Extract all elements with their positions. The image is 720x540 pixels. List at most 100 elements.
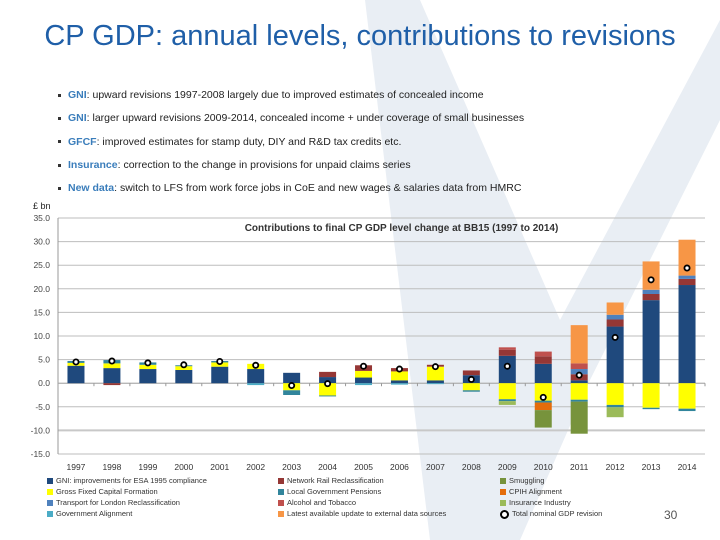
legend-item: Smuggling (500, 475, 602, 486)
bar-segment (139, 364, 157, 370)
bar-segment (462, 383, 480, 391)
x-tick-label: 2009 (498, 462, 517, 472)
legend-swatch (47, 489, 53, 496)
bar-segment (462, 370, 480, 376)
bar-segment (642, 300, 660, 384)
legend-swatch (500, 489, 506, 496)
total-marker (683, 264, 691, 272)
bar-segment (534, 363, 552, 384)
bar-segment (606, 326, 624, 384)
total-marker (252, 361, 260, 369)
bar-segment (426, 380, 444, 384)
bar-segment (498, 349, 516, 356)
bar-segment (498, 383, 516, 400)
bar-segment (211, 366, 229, 384)
y-tick-label: 30.0 (33, 237, 50, 247)
bar-segment (426, 383, 444, 385)
bar-segment (175, 369, 193, 384)
legend-item: Local Government Pensions (278, 486, 446, 497)
bar-segment (283, 390, 301, 395)
bar-segment (247, 383, 265, 386)
bar-segment (534, 410, 552, 428)
x-tick-label: 1999 (138, 462, 157, 472)
bullet-icon (58, 117, 61, 121)
x-tick-label: 2000 (174, 462, 193, 472)
legend-item: CPIH Alignment (500, 486, 602, 497)
x-tick-label: 2006 (390, 462, 409, 472)
total-marker (503, 362, 511, 370)
legend-label: CPIH Alignment (509, 487, 562, 496)
total-marker (72, 358, 80, 366)
legend-item: Network Rail Reclassification (278, 475, 446, 486)
bar-segment (606, 319, 624, 327)
y-tick-label: 35.0 (33, 213, 50, 223)
chart-title: Contributions to final CP GDP level chan… (245, 223, 559, 234)
y-tick-label: 20.0 (33, 284, 50, 294)
y-axis-unit: £ bn (33, 201, 51, 211)
bullet-icon (58, 163, 61, 167)
y-tick-label: 10.0 (33, 331, 50, 341)
bar-segment (534, 356, 552, 364)
bar-segment (498, 399, 516, 402)
bar-segment (390, 380, 408, 384)
bullet-text: : larger upward revisions 2009-2014, con… (86, 112, 525, 125)
bar-segment (462, 390, 480, 392)
legend-label: Government Alignment (56, 509, 133, 518)
y-tick-label: 5.0 (38, 355, 50, 365)
bar-segment (67, 365, 85, 384)
bar-segment (606, 314, 624, 320)
total-marker (180, 361, 188, 369)
bar-segment (498, 347, 516, 350)
bullet-keyword: New data (68, 182, 115, 195)
x-tick-label: 2001 (210, 462, 229, 472)
bar-segment (534, 400, 552, 403)
legend-label: Smuggling (509, 476, 545, 485)
bar-segment (319, 383, 337, 396)
bar-segment (606, 404, 624, 408)
total-marker (647, 276, 655, 284)
bar-segment (247, 369, 265, 384)
bar-segment (534, 351, 552, 357)
bullet-item: GNI: larger upward revisions 2009-2014, … (58, 111, 524, 134)
legend-column: GNI: improvements for ESA 1995 complianc… (47, 475, 207, 519)
bullet-item: New data: switch to LFS from work force … (58, 181, 524, 204)
bar-segment (319, 377, 337, 384)
total-marker (108, 357, 116, 365)
bar-segment (678, 275, 696, 279)
x-tick-label: 2010 (534, 462, 553, 472)
bar-segment (319, 395, 337, 397)
bullet-text: : switch to LFS from work force jobs in … (114, 182, 522, 195)
bullet-icon (58, 186, 61, 190)
legend-swatch (47, 511, 53, 518)
legend-label: Insurance Industry (509, 498, 571, 507)
legend-label: Local Government Pensions (287, 487, 382, 496)
legend-swatch (278, 511, 284, 518)
bullet-keyword: GNI (68, 112, 87, 125)
total-marker (575, 371, 583, 379)
total-marker (431, 363, 439, 371)
legend-label: Total nominal GDP revision (512, 509, 603, 518)
total-marker (288, 382, 296, 390)
x-tick-label: 2004 (318, 462, 337, 472)
bullet-icon (58, 93, 61, 97)
bar-segment (678, 383, 696, 409)
x-tick-label: 1998 (102, 462, 121, 472)
bar-segment (355, 377, 373, 384)
x-tick-label: 2007 (426, 462, 445, 472)
bar-segment (570, 363, 588, 370)
legend-item: GNI: improvements for ESA 1995 complianc… (47, 475, 207, 486)
bullet-keyword: GFCF (68, 135, 97, 148)
y-tick-label: -10.0 (31, 425, 51, 435)
bullet-list: GNI: upward revisions 1997-2008 largely … (58, 88, 524, 204)
page-number: 30 (664, 508, 678, 522)
legend-label: Transport for London Reclassification (56, 498, 180, 507)
bar-segment (390, 383, 408, 385)
legend-item: Alcohol and Tobacco (278, 497, 446, 508)
bar-segment (678, 285, 696, 384)
slide-title: CP GDP: annual levels, contributions to … (44, 20, 676, 52)
legend-label: Latest available update to external data… (287, 509, 447, 518)
legend-item: Total nominal GDP revision (500, 508, 602, 519)
bar-segment (570, 399, 588, 402)
